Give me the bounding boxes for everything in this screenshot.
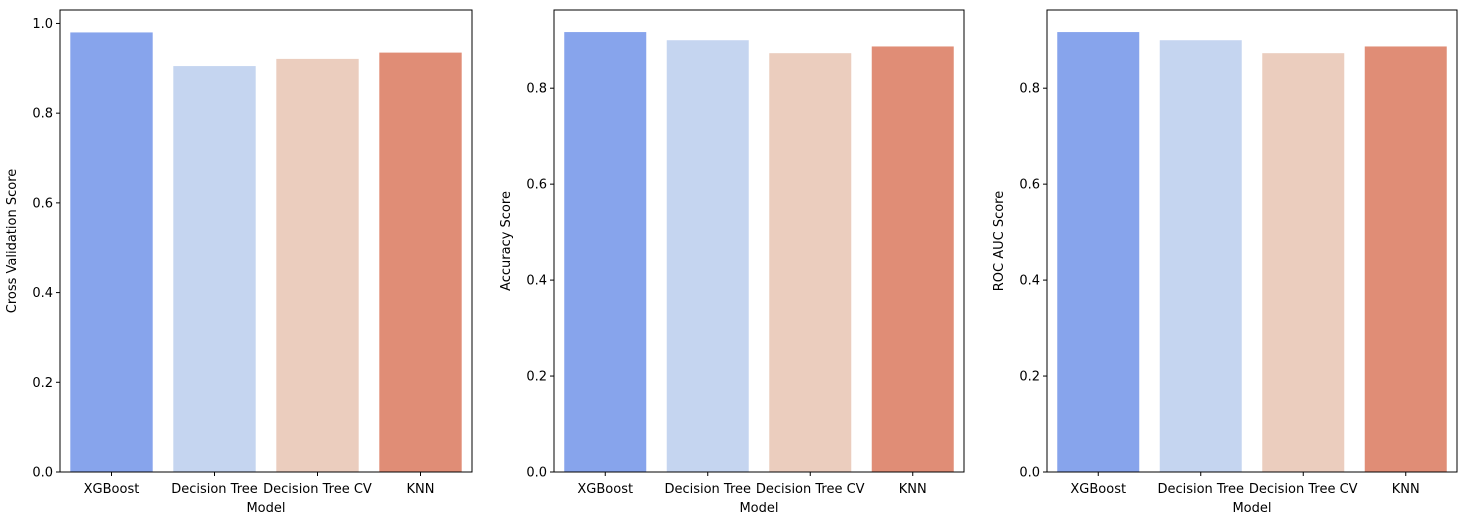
bar-knn [871, 46, 954, 473]
bar-decision-tree-cv [769, 53, 852, 473]
x-tick-label: KNN [1392, 482, 1420, 497]
bar-decision-tree-cv [276, 58, 359, 472]
y-tick-label: 0.6 [526, 178, 547, 193]
y-tick-label: 0.4 [1019, 274, 1040, 289]
bar-decision-tree [666, 40, 749, 472]
chart-panel-3: 0.0 0.2 0.4 0.6 0.8 XGBoost Decision Tree Decis… [992, 9, 1458, 516]
x-tick-label: Decision Tree CV [756, 482, 865, 497]
axes-frame [1046, 9, 1458, 473]
bar-xgboost [70, 32, 153, 473]
y-tick-label: 0.0 [32, 466, 53, 481]
y-tick-label: 0.0 [526, 466, 547, 481]
x-tick-label: XGBoost [1070, 482, 1126, 497]
y-tick-label: 0.8 [1019, 82, 1040, 97]
bar-decision-tree [173, 66, 256, 472]
y-tick-label: 0.0 [1019, 466, 1040, 481]
y-tick-label: 0.4 [526, 274, 547, 289]
bar-xgboost [564, 32, 647, 472]
bar-knn [1364, 46, 1447, 473]
y-axis-label: Cross Validation Score [5, 169, 20, 314]
axes-frame [59, 9, 473, 473]
chart-panel-1: 0.0 0.2 0.4 0.6 0.8 1.0 XGBoost Decision Tree De… [5, 9, 473, 516]
x-tick-label: XGBoost [84, 482, 140, 497]
bar-xgboost [1057, 32, 1140, 472]
x-tick-label: Decision Tree [664, 482, 751, 497]
x-axis-label: Model [246, 501, 285, 516]
x-tick-label: Decision Tree CV [1249, 482, 1358, 497]
x-axis-label: Model [739, 501, 778, 516]
bar-decision-tree-cv [1262, 53, 1345, 473]
y-tick-label: 0.6 [32, 196, 53, 211]
y-tick-label: 0.8 [526, 82, 547, 97]
bar-decision-tree [1159, 40, 1242, 472]
chart-panel-2: 0.0 0.2 0.4 0.6 0.8 XGBoost Decision Tree Decis… [499, 9, 965, 516]
y-tick-label: 0.4 [32, 286, 53, 301]
y-tick-label: 0.2 [526, 370, 547, 385]
y-tick-label: 1.0 [32, 17, 53, 32]
x-tick-label: Decision Tree [171, 482, 258, 497]
x-tick-label: Decision Tree CV [263, 482, 372, 497]
y-axis-label: ROC AUC Score [992, 191, 1007, 292]
x-tick-label: XGBoost [577, 482, 633, 497]
x-tick-label: Decision Tree [1157, 482, 1244, 497]
x-axis-label: Model [1232, 501, 1271, 516]
x-tick-label: KNN [407, 482, 435, 497]
bar-knn [379, 52, 462, 473]
y-tick-label: 0.8 [32, 107, 53, 122]
y-tick-label: 0.2 [32, 376, 53, 391]
y-axis-label: Accuracy Score [499, 191, 514, 291]
y-tick-label: 0.6 [1019, 178, 1040, 193]
y-tick-label: 0.2 [1019, 370, 1040, 385]
x-tick-label: KNN [899, 482, 927, 497]
axes-frame [553, 9, 965, 473]
